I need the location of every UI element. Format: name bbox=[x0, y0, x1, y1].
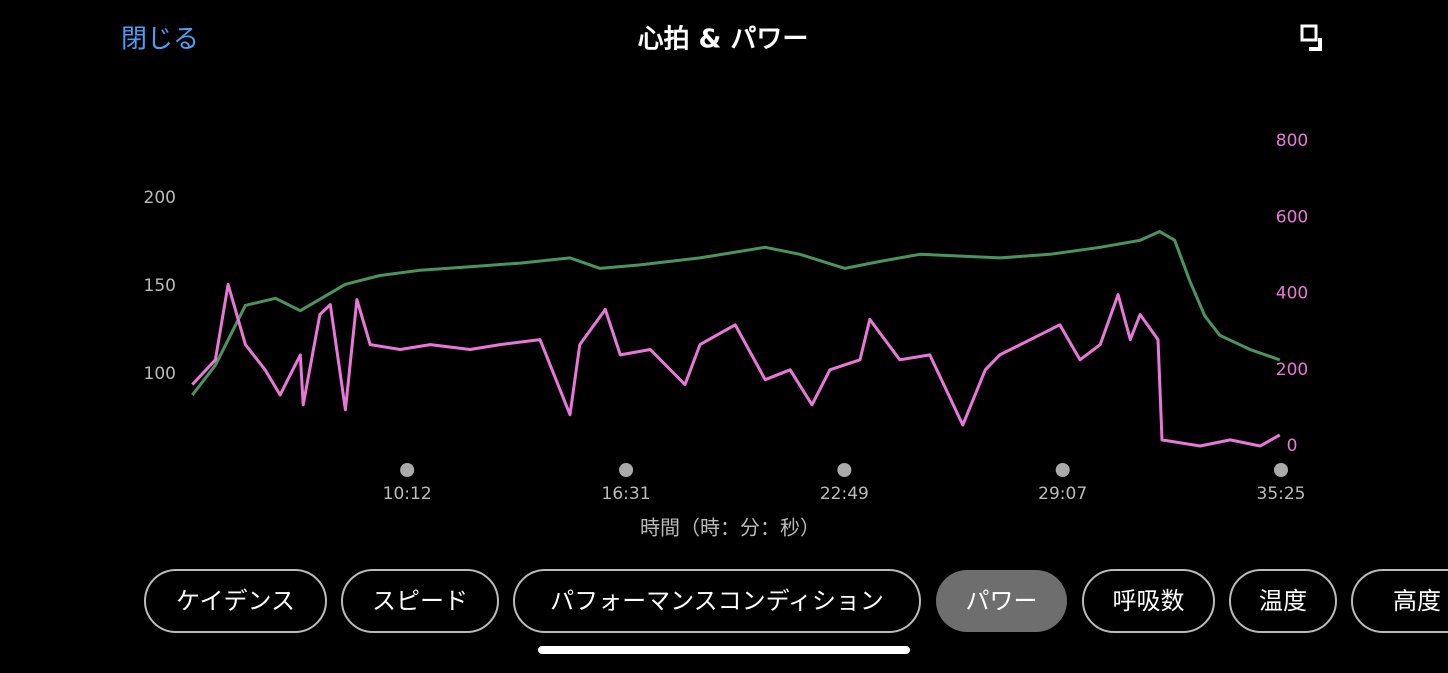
x-tick-dot bbox=[837, 463, 852, 477]
x-tick-dot bbox=[400, 463, 415, 477]
tab-pill bbox=[1351, 569, 1448, 633]
x-tick-label: 10:12 bbox=[383, 484, 432, 504]
tab[interactable]: 温度 bbox=[1229, 569, 1337, 633]
series-line bbox=[191, 282, 1281, 448]
x-tick-label: 29:07 bbox=[1038, 484, 1087, 504]
y-tick-label: 200 bbox=[144, 188, 176, 208]
y2-tick-label: 600 bbox=[1276, 207, 1308, 227]
y2-tick-label: 200 bbox=[1276, 360, 1308, 380]
tab-label: 呼吸数 bbox=[1113, 587, 1185, 615]
tab[interactable]: ケイデンス bbox=[144, 569, 327, 633]
y-tick-label: 100 bbox=[144, 364, 176, 384]
tab-pill bbox=[513, 569, 921, 633]
x-axis-title: 時間（時：分：秒） bbox=[640, 516, 820, 540]
tab-label: 温度 bbox=[1259, 587, 1307, 615]
tab[interactable]: スピード bbox=[341, 569, 499, 633]
tab[interactable]: パワー bbox=[936, 570, 1067, 632]
x-tick-dot bbox=[1274, 463, 1288, 477]
tab-pill bbox=[144, 569, 327, 633]
tab-label: 高度 bbox=[1393, 587, 1441, 615]
screen-title: 心拍 & パワー bbox=[638, 25, 809, 55]
y2-tick-label: 800 bbox=[1276, 131, 1308, 151]
tab-pill bbox=[1082, 569, 1215, 633]
close-button[interactable]: 閉じる bbox=[121, 25, 199, 55]
x-tick-label: 22:49 bbox=[820, 484, 869, 504]
series-line bbox=[191, 230, 1281, 397]
tab[interactable]: 呼吸数 bbox=[1082, 569, 1215, 633]
tab[interactable]: パフォーマンスコンディション bbox=[513, 569, 921, 633]
y-tick-label: 150 bbox=[144, 276, 176, 296]
y2-tick-label: 0 bbox=[1287, 436, 1298, 456]
x-tick-dot bbox=[619, 463, 634, 477]
tab-pill bbox=[936, 570, 1067, 632]
tab-label: パワー bbox=[966, 587, 1038, 615]
tab-pill bbox=[341, 569, 499, 633]
icon-part bbox=[1300, 24, 1318, 42]
x-tick-dot bbox=[1055, 463, 1070, 477]
tab-pill bbox=[1229, 569, 1337, 633]
tab-label: スピード bbox=[372, 587, 468, 615]
tab-label: パフォーマンスコンディション bbox=[550, 587, 884, 615]
x-tick-label: 35:25 bbox=[1257, 484, 1306, 504]
tab[interactable]: 高度 bbox=[1351, 569, 1448, 633]
y2-tick-label: 400 bbox=[1276, 284, 1308, 304]
expand-icon[interactable] bbox=[1300, 24, 1322, 51]
home-indicator bbox=[538, 646, 910, 654]
x-tick-label: 16:31 bbox=[602, 484, 651, 504]
icon-part bbox=[1309, 38, 1322, 51]
tab-label: ケイデンス bbox=[176, 587, 295, 615]
